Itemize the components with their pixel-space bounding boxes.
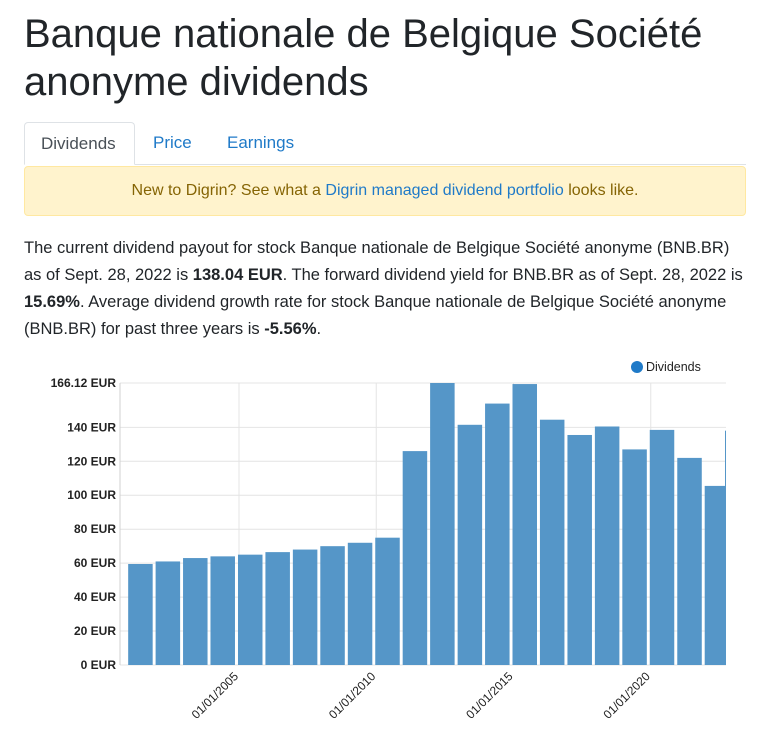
- bar: [265, 552, 290, 665]
- bar: [347, 542, 373, 665]
- summary-part-3: . Average dividend growth rate for stock…: [24, 293, 727, 338]
- current-payout: 138.04 EUR: [192, 266, 283, 284]
- growth-rate: -5.56%: [264, 320, 317, 338]
- tab-bar: Dividends Price Earnings: [24, 122, 746, 165]
- legend-label: Dividends: [646, 360, 701, 374]
- y-tick-label: 100 EUR: [67, 488, 116, 502]
- managed-portfolio-link[interactable]: Digrin managed dividend portfolio: [325, 182, 564, 199]
- alert-text-before: New to Digrin? See what a: [131, 182, 326, 199]
- page-title: Banque nationale de Belgique Société ano…: [24, 12, 703, 104]
- y-tick-label: 0 EUR: [81, 658, 117, 672]
- x-tick-label: 01/01/2010: [326, 669, 379, 722]
- y-tick-label: 120 EUR: [67, 454, 116, 468]
- bar: [320, 546, 345, 665]
- dividend-summary: The current dividend payout for stock Ba…: [24, 235, 750, 343]
- tab-earnings[interactable]: Earnings: [227, 133, 295, 152]
- tab-price[interactable]: Price: [153, 133, 192, 152]
- summary-part-4: .: [316, 320, 322, 338]
- bar: [704, 485, 726, 665]
- bar: [649, 429, 675, 665]
- x-tick-label: 01/01/2015: [463, 669, 516, 722]
- dividends-chart: 166.12 EUR 140 EUR 120 EUR 100 EUR 80 EUR 60 …: [51, 360, 726, 722]
- bar: [128, 563, 153, 665]
- bar: [183, 558, 208, 665]
- bar: [210, 556, 235, 665]
- x-tick-label: 01/01/2005: [189, 669, 242, 722]
- bar: [375, 537, 400, 665]
- y-tick-label: 60 EUR: [74, 556, 116, 570]
- bar: [539, 419, 565, 665]
- bar: [677, 457, 702, 665]
- bar: [485, 403, 510, 665]
- y-tick-label: 40 EUR: [74, 590, 116, 604]
- alert-text-after: looks like.: [563, 182, 639, 199]
- bar: [725, 430, 726, 665]
- bar: [567, 434, 592, 665]
- bar: [430, 383, 455, 665]
- y-tick-label: 140 EUR: [67, 420, 116, 434]
- tab-dividends[interactable]: Dividends: [24, 122, 135, 165]
- y-tick-label: 20 EUR: [74, 624, 116, 638]
- forward-yield: 15.69%: [24, 293, 80, 311]
- summary-part-1: The current dividend payout for stock Ba…: [24, 239, 730, 284]
- summary-part-2: . The forward dividend yield for BNB.BR …: [282, 266, 743, 284]
- bar: [457, 424, 483, 665]
- promo-alert: New to Digrin? See what a Digrin managed…: [24, 166, 746, 216]
- bar: [622, 449, 647, 665]
- bar: [402, 451, 428, 665]
- bar: [512, 384, 538, 665]
- bar: [594, 426, 620, 665]
- x-tick-label: 01/01/2020: [601, 669, 654, 722]
- y-tick-label: 166.12 EUR: [51, 376, 117, 390]
- y-tick-label: 80 EUR: [74, 522, 116, 536]
- bar: [292, 549, 318, 665]
- bar: [237, 554, 263, 665]
- bar: [155, 561, 181, 665]
- legend-marker: [631, 361, 643, 373]
